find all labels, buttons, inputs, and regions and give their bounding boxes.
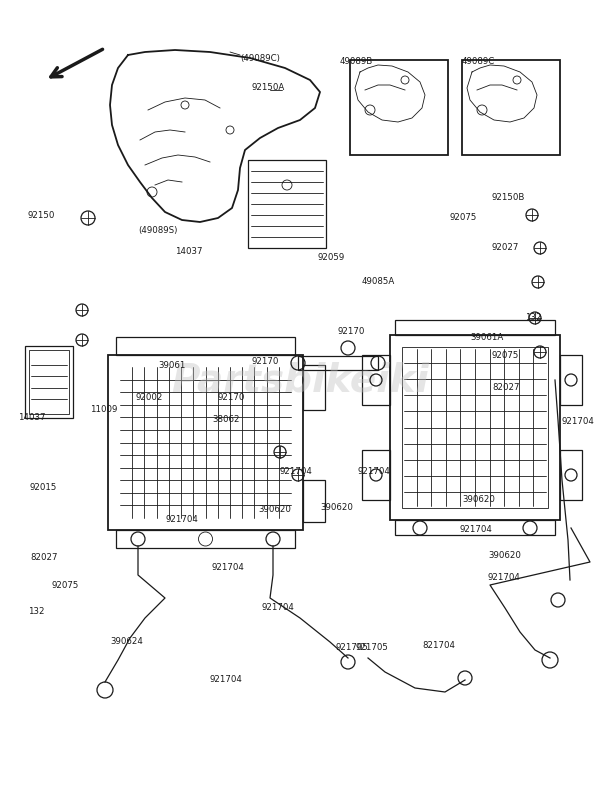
Bar: [116, 337, 295, 355]
Bar: [303, 480, 325, 522]
Text: 921704: 921704: [280, 468, 313, 476]
Bar: [395, 520, 555, 535]
Text: 390620: 390620: [488, 550, 521, 560]
Text: 11009: 11009: [90, 406, 118, 414]
Text: 390620: 390620: [258, 506, 291, 514]
Bar: [390, 335, 560, 520]
Text: 39061A: 39061A: [470, 334, 503, 342]
Text: 92059: 92059: [318, 254, 345, 262]
Text: 49085A: 49085A: [362, 278, 395, 287]
Text: 82027: 82027: [492, 384, 520, 392]
Text: (49089C): (49089C): [240, 53, 280, 63]
Text: 390620: 390620: [320, 503, 353, 513]
Text: (49089S): (49089S): [138, 225, 178, 235]
Text: 92002: 92002: [135, 393, 163, 403]
Text: 921704: 921704: [210, 676, 243, 685]
Text: 921704: 921704: [165, 516, 198, 524]
Bar: [303, 365, 325, 410]
Text: 49089C: 49089C: [462, 57, 495, 67]
Bar: [25, 346, 73, 418]
Text: 921705: 921705: [335, 644, 368, 652]
Text: 92075: 92075: [492, 350, 520, 360]
Text: 390620: 390620: [462, 495, 495, 505]
Text: 921704: 921704: [488, 574, 521, 582]
Text: 92170: 92170: [218, 393, 245, 403]
Text: 921704: 921704: [460, 525, 493, 535]
Text: 921704: 921704: [562, 418, 595, 426]
Text: 92075: 92075: [52, 580, 79, 590]
Bar: [29, 350, 69, 414]
Text: 92170: 92170: [338, 327, 365, 337]
Bar: [350, 60, 448, 155]
Text: 390624: 390624: [110, 637, 143, 647]
Text: 14037: 14037: [18, 414, 46, 422]
Text: 82027: 82027: [30, 553, 58, 563]
Text: 132: 132: [28, 608, 44, 616]
Text: 92150: 92150: [28, 211, 55, 221]
Text: 921705: 921705: [355, 644, 388, 652]
Text: 39061: 39061: [158, 360, 185, 370]
Bar: [395, 320, 555, 335]
Text: Partsbikeiki: Partsbikeiki: [171, 361, 429, 399]
Text: 92075: 92075: [450, 214, 478, 222]
Text: 92150A: 92150A: [252, 83, 285, 93]
Text: 14037: 14037: [175, 247, 203, 257]
Bar: [108, 355, 303, 530]
Bar: [462, 60, 560, 155]
Bar: [362, 450, 390, 500]
Bar: [248, 160, 326, 248]
Bar: [560, 355, 582, 405]
Text: 92027: 92027: [492, 243, 520, 253]
Text: 92015: 92015: [30, 484, 58, 492]
Text: 132: 132: [525, 313, 542, 323]
Bar: [116, 530, 295, 548]
Text: 92170: 92170: [252, 357, 280, 367]
Text: 921704: 921704: [212, 564, 245, 572]
Bar: [298, 356, 378, 370]
Bar: [362, 355, 390, 405]
Text: 92150B: 92150B: [492, 193, 526, 203]
Text: 49089B: 49089B: [340, 57, 373, 67]
Text: 821704: 821704: [422, 641, 455, 649]
Text: 921704: 921704: [358, 468, 391, 476]
Text: 38062: 38062: [212, 415, 239, 425]
Bar: [402, 347, 548, 508]
Bar: [560, 450, 582, 500]
Text: 921704: 921704: [262, 604, 295, 612]
